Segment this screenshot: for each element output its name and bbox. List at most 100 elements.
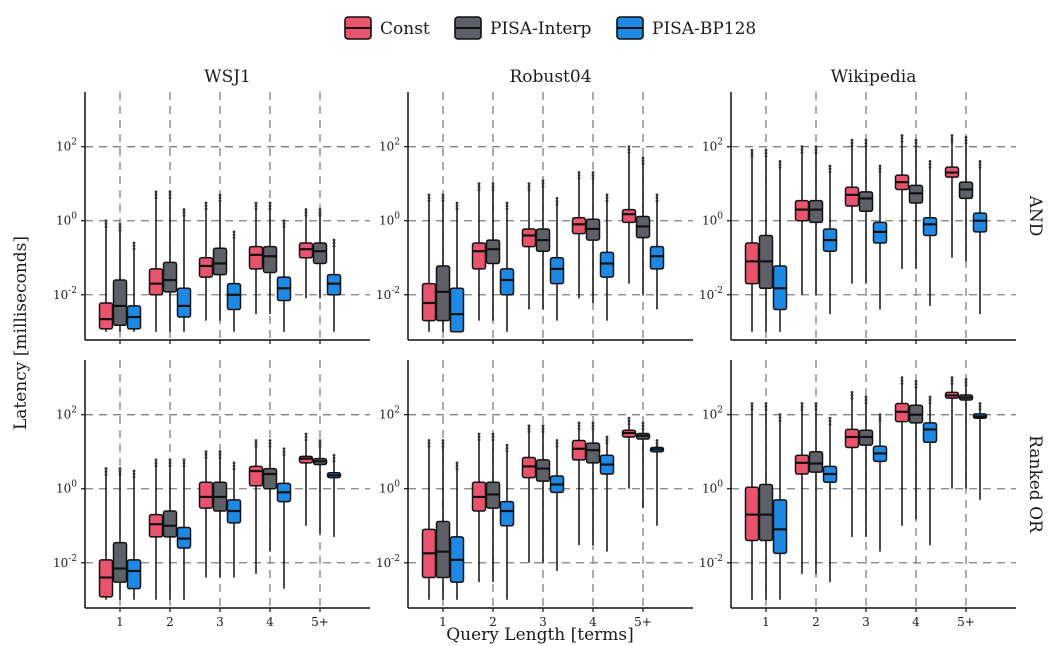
outlier-point xyxy=(218,450,222,454)
outlier-point xyxy=(964,138,968,142)
outlier-point xyxy=(168,461,172,465)
y-tick-label: 10-2 xyxy=(699,554,723,570)
outlier-point xyxy=(878,164,882,168)
outlier-point xyxy=(814,145,818,149)
box-iqr xyxy=(599,251,615,278)
outlier-point xyxy=(950,379,954,383)
outlier-point xyxy=(950,140,954,143)
outlier-point xyxy=(104,225,108,229)
outlier-point xyxy=(318,208,322,211)
outlier-point xyxy=(527,182,531,186)
y-axis-title: Latency [milliseconds] xyxy=(11,236,31,430)
outlier-point xyxy=(304,214,308,217)
box-iqr xyxy=(808,199,824,224)
legend-item: Const xyxy=(344,16,430,40)
outlier-point xyxy=(332,244,336,248)
box-pisa-interp xyxy=(585,421,601,546)
outlier-point xyxy=(800,145,804,149)
box-pisa-interp xyxy=(585,171,601,303)
outlier-point xyxy=(132,241,136,245)
outlier-point xyxy=(864,138,868,142)
box-const xyxy=(571,171,587,299)
outlier-point xyxy=(950,376,954,380)
box-const xyxy=(894,376,910,526)
outlier-point xyxy=(232,230,236,234)
y-tick-exponent: 0 xyxy=(717,212,723,222)
box-iqr xyxy=(499,500,515,527)
outlier-point xyxy=(268,439,272,442)
box-pisa-bp128 xyxy=(326,453,342,537)
outlier-point xyxy=(864,398,868,402)
box-pisa-bp128 xyxy=(276,219,292,332)
outlier-point xyxy=(591,421,595,425)
outlier-point xyxy=(318,442,322,445)
outlier-point xyxy=(878,170,882,174)
box-pisa-bp128 xyxy=(649,439,665,526)
outlier-point xyxy=(641,427,645,431)
outlier-point xyxy=(254,204,258,208)
box-iqr xyxy=(535,459,551,482)
outlier-point xyxy=(864,144,868,148)
outlier-point xyxy=(800,405,804,408)
outlier-point xyxy=(900,134,904,137)
y-tick-exponent: 2 xyxy=(717,406,723,416)
outlier-point xyxy=(254,439,258,442)
y-tick-exponent: 2 xyxy=(71,406,77,416)
box-iqr xyxy=(922,422,938,444)
box-pisa-bp128 xyxy=(226,230,242,332)
outlier-point xyxy=(254,207,258,211)
box-pisa-interp xyxy=(485,432,501,583)
outlier-point xyxy=(878,167,882,171)
box-const xyxy=(298,208,314,299)
box-pisa-bp128 xyxy=(972,402,988,500)
box-const xyxy=(98,467,114,600)
box-const xyxy=(298,432,314,526)
outlier-point xyxy=(104,470,108,473)
box-pisa-interp xyxy=(262,201,278,315)
facet-column-title: Robust04 xyxy=(509,67,591,87)
y-tick-label: 102 xyxy=(702,406,723,422)
box-iqr xyxy=(176,287,192,318)
box-const xyxy=(621,145,637,284)
outlier-point xyxy=(800,151,804,155)
outlier-point xyxy=(764,154,768,158)
outlier-point xyxy=(850,144,854,148)
outlier-point xyxy=(878,413,882,417)
outlier-point xyxy=(605,196,609,200)
box-iqr xyxy=(758,483,774,542)
box-pisa-interp xyxy=(112,467,128,600)
outlier-point xyxy=(318,445,322,448)
outlier-point xyxy=(232,233,236,237)
box-pisa-bp128 xyxy=(922,160,938,306)
outlier-point xyxy=(332,453,336,457)
outlier-point xyxy=(282,447,286,451)
outlier-point xyxy=(427,199,431,203)
box-iqr xyxy=(198,256,214,278)
outlier-point xyxy=(555,197,559,200)
outlier-point xyxy=(591,177,595,180)
box-pisa-interp xyxy=(535,424,551,563)
x-tick-label: 2 xyxy=(166,615,174,629)
outlier-point xyxy=(605,441,609,445)
outlier-point xyxy=(304,435,308,439)
outlier-point xyxy=(491,435,495,439)
legend-label: PISA-Interp xyxy=(490,19,592,39)
outlier-point xyxy=(491,432,495,436)
box-pisa-bp128 xyxy=(599,193,615,321)
box-pisa-interp xyxy=(758,402,774,600)
outlier-point xyxy=(427,196,431,200)
box-const xyxy=(571,421,587,546)
outlier-point xyxy=(204,453,208,457)
outlier-point xyxy=(577,424,581,428)
box-const xyxy=(894,134,910,269)
box-pisa-interp xyxy=(112,222,128,332)
box-pisa-interp xyxy=(758,148,774,332)
outlier-point xyxy=(441,445,445,448)
x-tick-label: 2 xyxy=(489,615,497,629)
outlier-point xyxy=(118,222,122,226)
outlier-point xyxy=(541,430,545,434)
y-tick-label: 10-2 xyxy=(53,286,77,302)
outlier-point xyxy=(605,438,609,442)
box-iqr xyxy=(585,442,601,464)
outlier-point xyxy=(655,199,659,203)
